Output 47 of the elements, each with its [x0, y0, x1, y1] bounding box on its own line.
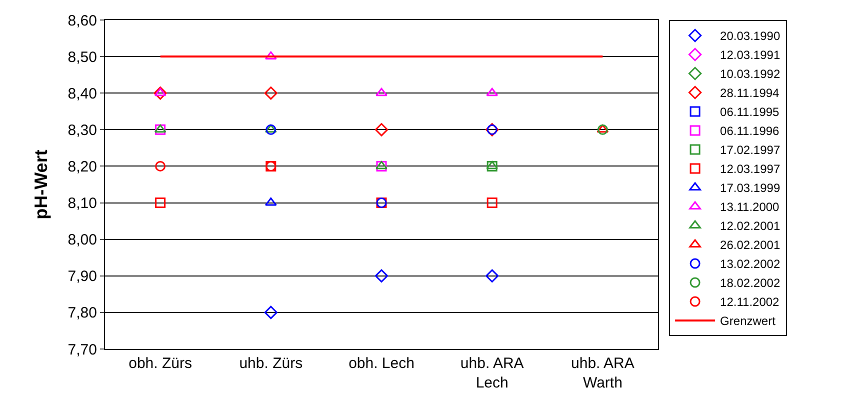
y-tick-label: 7,70 [68, 341, 97, 358]
y-tick-label: 8,10 [68, 195, 97, 212]
point [486, 160, 498, 170]
point [264, 86, 278, 100]
legend-label: 18.02.2002 [720, 276, 780, 290]
legend-label: 12.02.2001 [720, 219, 780, 234]
x-tick-label: obh. Zürs [128, 355, 192, 372]
point [155, 160, 166, 172]
point [486, 160, 498, 172]
legend-label: 12.03.1997 [720, 162, 780, 176]
legend-label: 28.11.1994 [720, 86, 780, 100]
point [374, 123, 388, 136]
point [376, 88, 388, 96]
x-tick-label: uhb. Zürs [239, 355, 303, 372]
legend-label: 06.11.1995 [720, 105, 780, 120]
legend-label: 10.03.1992 [720, 67, 780, 82]
point [486, 88, 498, 96]
legend-label: 06.11.1996 [720, 124, 780, 138]
point [264, 51, 277, 60]
y-tick-label: 8,50 [68, 48, 97, 66]
y-tick-label: 7,80 [68, 304, 97, 322]
x-tick-label: obh. Lech [348, 355, 414, 372]
y-tick-label: 8,30 [68, 122, 97, 139]
point [264, 306, 278, 320]
x-tick-label: uhb. ARA Lech [460, 355, 524, 392]
legend-label: 17.03.1999 [720, 181, 780, 196]
y-tick-label: 8,20 [68, 158, 97, 176]
legend-label: 17.02.1997 [720, 143, 780, 158]
y-tick-label: 8,60 [68, 12, 97, 30]
legend-label: 12.11.2002 [720, 295, 780, 310]
point [486, 198, 498, 208]
point [374, 269, 388, 282]
legend-label: 20.03.1990 [720, 29, 780, 44]
y-tick-label: 8,40 [68, 85, 97, 102]
point [486, 269, 499, 282]
legend-label: Grenzwert [720, 314, 776, 328]
legend-label: 12.03.1991 [720, 48, 780, 62]
point [155, 198, 166, 208]
point [154, 86, 167, 100]
y-tick-label: 7,90 [68, 268, 97, 286]
y-tick-label: 8,00 [68, 232, 97, 249]
x-tick-label: uhb. ARA Warth [571, 355, 634, 392]
legend-label: 26.02.2001 [720, 238, 780, 252]
legend-label: 13.02.2002 [720, 257, 780, 272]
y-axis-title: pH-Wert [30, 150, 51, 220]
legend-label: 13.11.2000 [720, 200, 780, 214]
point [154, 88, 166, 96]
